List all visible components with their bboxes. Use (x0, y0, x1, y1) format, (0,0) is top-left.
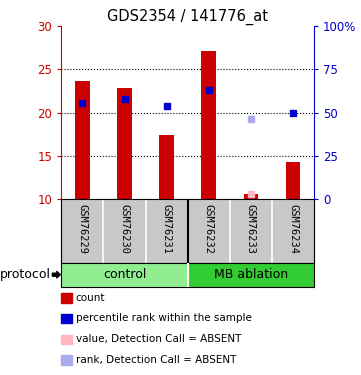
Title: GDS2354 / 141776_at: GDS2354 / 141776_at (107, 9, 268, 25)
Bar (75, 81, 90, 199)
Text: GSM76231: GSM76231 (162, 204, 172, 254)
Text: control: control (103, 268, 146, 281)
Text: GSM76229: GSM76229 (77, 204, 87, 254)
Bar (244, 194, 258, 199)
Bar (117, 88, 132, 199)
Bar (286, 162, 300, 199)
Bar (159, 135, 174, 199)
Text: GSM76233: GSM76233 (246, 204, 256, 254)
Text: GSM76232: GSM76232 (204, 204, 214, 254)
Text: GSM76230: GSM76230 (119, 204, 130, 254)
Text: value, Detection Call = ABSENT: value, Detection Call = ABSENT (76, 334, 241, 344)
Text: rank, Detection Call = ABSENT: rank, Detection Call = ABSENT (76, 355, 236, 364)
Text: GSM76234: GSM76234 (288, 204, 298, 254)
Text: protocol: protocol (0, 268, 51, 281)
Text: count: count (76, 293, 105, 303)
Text: MB ablation: MB ablation (214, 268, 288, 281)
Text: percentile rank within the sample: percentile rank within the sample (76, 314, 252, 323)
Bar (61, 262, 188, 287)
Bar (188, 262, 314, 287)
Bar (201, 51, 216, 199)
